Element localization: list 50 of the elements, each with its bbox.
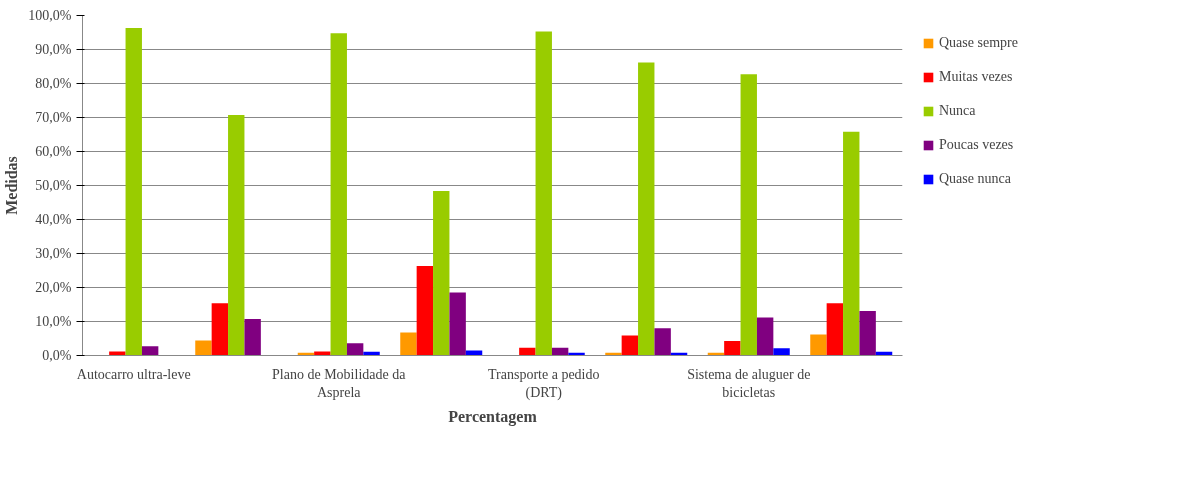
bar [211,303,229,356]
y-tick-label: 0,0% [42,348,72,363]
bar [195,340,212,356]
y-tick-label: 100,0% [28,8,72,23]
legend-label: Poucas vezes [939,137,1014,153]
y-tick-label: 30,0% [35,246,72,261]
bar [638,62,655,356]
y-tick-label: 60,0% [35,144,72,159]
y-axis-title: Medidas [3,156,21,215]
legend-label: Quase nunca [939,171,1011,187]
bar [621,335,639,356]
bar [654,328,671,356]
y-tick-label: 90,0% [35,42,72,57]
bar [416,266,434,356]
bar [465,350,483,356]
bar [244,319,261,356]
bar [859,310,876,356]
bar [724,340,741,356]
x-tick-label: Autocarro ultra-leve [76,366,191,382]
legend-label: Nunca [939,103,976,119]
bar [810,334,827,356]
bar [346,343,364,356]
bar [109,351,126,356]
bar [826,303,844,356]
bar [314,351,331,356]
legend-label: Muitas vezes [939,69,1013,85]
bar [330,33,347,356]
bar [740,74,757,356]
y-tick-label: 10,0% [35,314,72,329]
bar [519,347,536,356]
legend-label: Quase sempre [939,35,1018,51]
x-tick-label: Sistema de aluguer de bicicletas [687,366,811,400]
bar [535,31,552,356]
x-tick-label: Transporte a pedido (DRT) [488,366,600,401]
y-tick-label: 70,0% [35,110,72,125]
y-tick-label: 80,0% [35,76,72,91]
bar [400,332,417,356]
bar [433,190,450,356]
y-tick-label: 20,0% [35,280,72,295]
bar [843,131,860,356]
bar [141,346,159,356]
y-tick-label: 50,0% [35,178,72,193]
bar [756,317,774,356]
y-tick-label: 40,0% [35,212,72,227]
bar [125,28,142,356]
bar [773,348,790,356]
bar [449,292,466,356]
bar [228,115,245,356]
x-tick-label: Plano de Mobilidade da Asprela [272,366,407,400]
x-axis-title: Percentagem [448,407,538,426]
